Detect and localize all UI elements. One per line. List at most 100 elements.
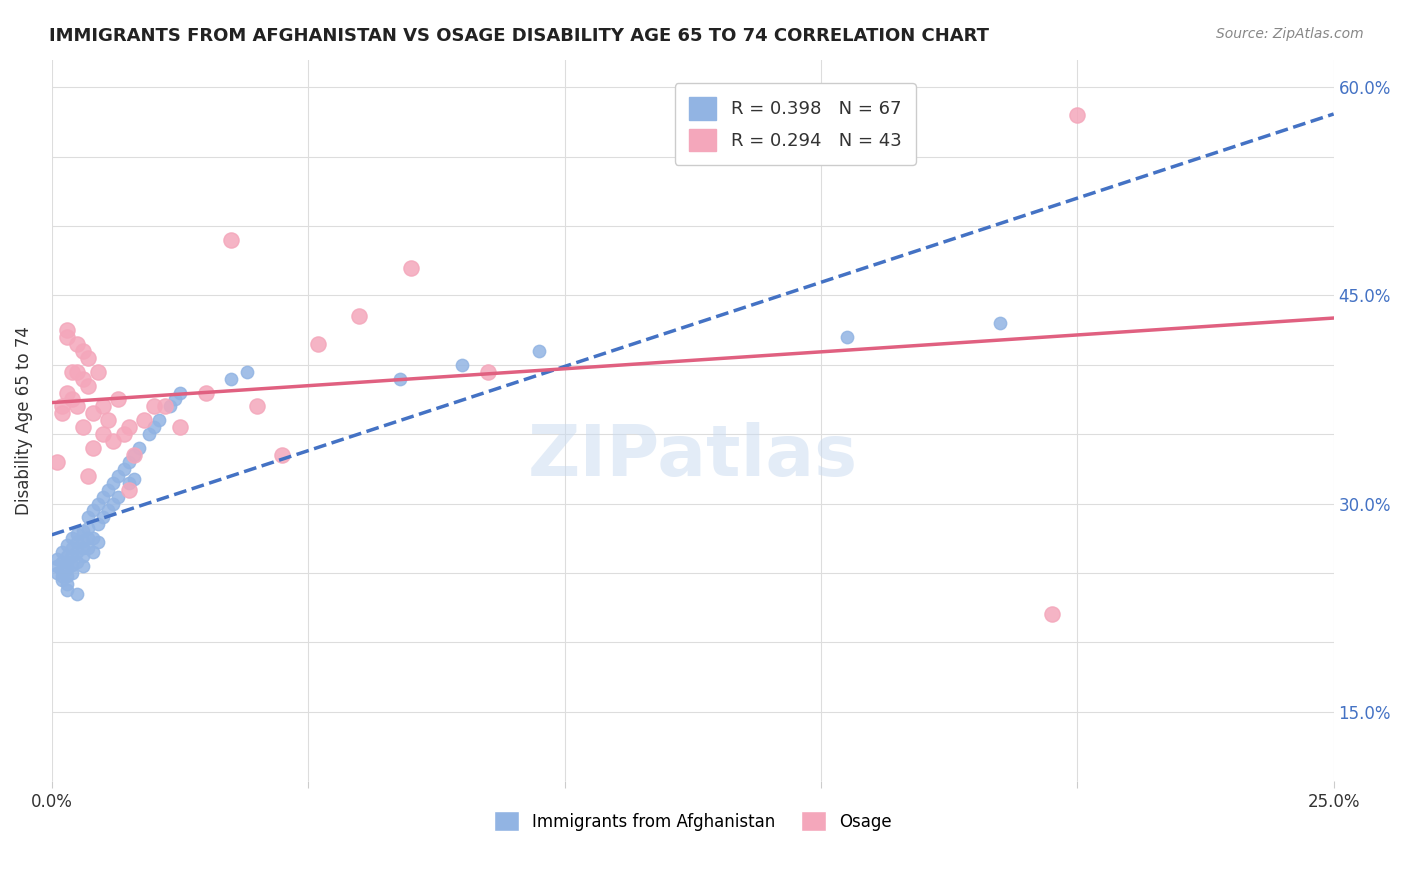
Point bbox=[60, 392, 83, 407]
Point bbox=[72, 533, 94, 548]
Point bbox=[527, 343, 550, 358]
Point bbox=[60, 365, 83, 379]
Point bbox=[389, 372, 412, 386]
Point bbox=[122, 471, 145, 485]
Point bbox=[153, 400, 176, 414]
Point bbox=[60, 566, 83, 580]
Point bbox=[132, 413, 155, 427]
Point bbox=[163, 392, 186, 407]
Point bbox=[82, 406, 104, 420]
Point bbox=[66, 587, 89, 601]
Point bbox=[87, 535, 110, 549]
Point bbox=[219, 233, 242, 247]
Point bbox=[56, 562, 79, 576]
Point bbox=[45, 558, 67, 573]
Point bbox=[97, 413, 120, 427]
Point bbox=[51, 555, 73, 569]
Point bbox=[307, 337, 329, 351]
Point bbox=[72, 549, 94, 564]
Point bbox=[91, 510, 114, 524]
Point bbox=[169, 420, 191, 434]
Point bbox=[56, 582, 79, 597]
Point bbox=[988, 316, 1011, 330]
Point bbox=[56, 323, 79, 337]
Point bbox=[235, 365, 257, 379]
Point bbox=[143, 420, 166, 434]
Point bbox=[97, 503, 120, 517]
Point bbox=[112, 427, 135, 442]
Point bbox=[51, 545, 73, 559]
Point bbox=[66, 535, 89, 549]
Point bbox=[60, 558, 83, 572]
Point bbox=[128, 441, 150, 455]
Point bbox=[91, 400, 114, 414]
Point bbox=[82, 545, 104, 559]
Point bbox=[72, 343, 94, 358]
Point bbox=[76, 521, 98, 535]
Point bbox=[51, 573, 73, 587]
Point bbox=[45, 455, 67, 469]
Point bbox=[66, 337, 89, 351]
Point bbox=[66, 400, 89, 414]
Point bbox=[72, 541, 94, 555]
Point bbox=[219, 372, 242, 386]
Point bbox=[118, 475, 141, 490]
Point bbox=[169, 385, 191, 400]
Point bbox=[72, 558, 94, 573]
Point bbox=[56, 555, 79, 569]
Point bbox=[76, 541, 98, 555]
Point bbox=[56, 577, 79, 591]
Point bbox=[76, 531, 98, 545]
Point bbox=[118, 455, 141, 469]
Point bbox=[45, 566, 67, 580]
Point bbox=[72, 372, 94, 386]
Point bbox=[107, 392, 129, 407]
Point bbox=[159, 400, 181, 414]
Point bbox=[76, 351, 98, 365]
Point bbox=[87, 517, 110, 532]
Point bbox=[82, 503, 104, 517]
Point bbox=[87, 365, 110, 379]
Point bbox=[51, 400, 73, 414]
Point bbox=[399, 260, 422, 275]
Point bbox=[72, 524, 94, 539]
Point bbox=[246, 400, 269, 414]
Point bbox=[103, 475, 125, 490]
Point bbox=[107, 468, 129, 483]
Point bbox=[76, 378, 98, 392]
Point bbox=[118, 483, 141, 497]
Point bbox=[91, 490, 114, 504]
Point bbox=[91, 427, 114, 442]
Point bbox=[1040, 607, 1063, 622]
Point bbox=[51, 568, 73, 582]
Point bbox=[45, 552, 67, 566]
Point bbox=[82, 531, 104, 545]
Point bbox=[82, 441, 104, 455]
Point bbox=[56, 549, 79, 564]
Point bbox=[56, 538, 79, 552]
Point bbox=[60, 541, 83, 555]
Point bbox=[51, 406, 73, 420]
Point bbox=[107, 490, 129, 504]
Point bbox=[66, 527, 89, 541]
Point bbox=[51, 563, 73, 577]
Point bbox=[835, 330, 858, 344]
Point bbox=[112, 462, 135, 476]
Text: ZIPatlas: ZIPatlas bbox=[527, 422, 858, 491]
Point bbox=[194, 385, 217, 400]
Point bbox=[60, 531, 83, 545]
Point bbox=[451, 358, 474, 372]
Text: Source: ZipAtlas.com: Source: ZipAtlas.com bbox=[1216, 27, 1364, 41]
Point bbox=[271, 448, 294, 462]
Point bbox=[118, 420, 141, 434]
Point bbox=[122, 448, 145, 462]
Point bbox=[72, 420, 94, 434]
Legend: Immigrants from Afghanistan, Osage: Immigrants from Afghanistan, Osage bbox=[481, 797, 905, 845]
Point bbox=[103, 434, 125, 448]
Point bbox=[349, 310, 371, 324]
Point bbox=[97, 483, 120, 497]
Point bbox=[143, 400, 166, 414]
Point bbox=[56, 385, 79, 400]
Point bbox=[56, 568, 79, 582]
Point bbox=[148, 413, 170, 427]
